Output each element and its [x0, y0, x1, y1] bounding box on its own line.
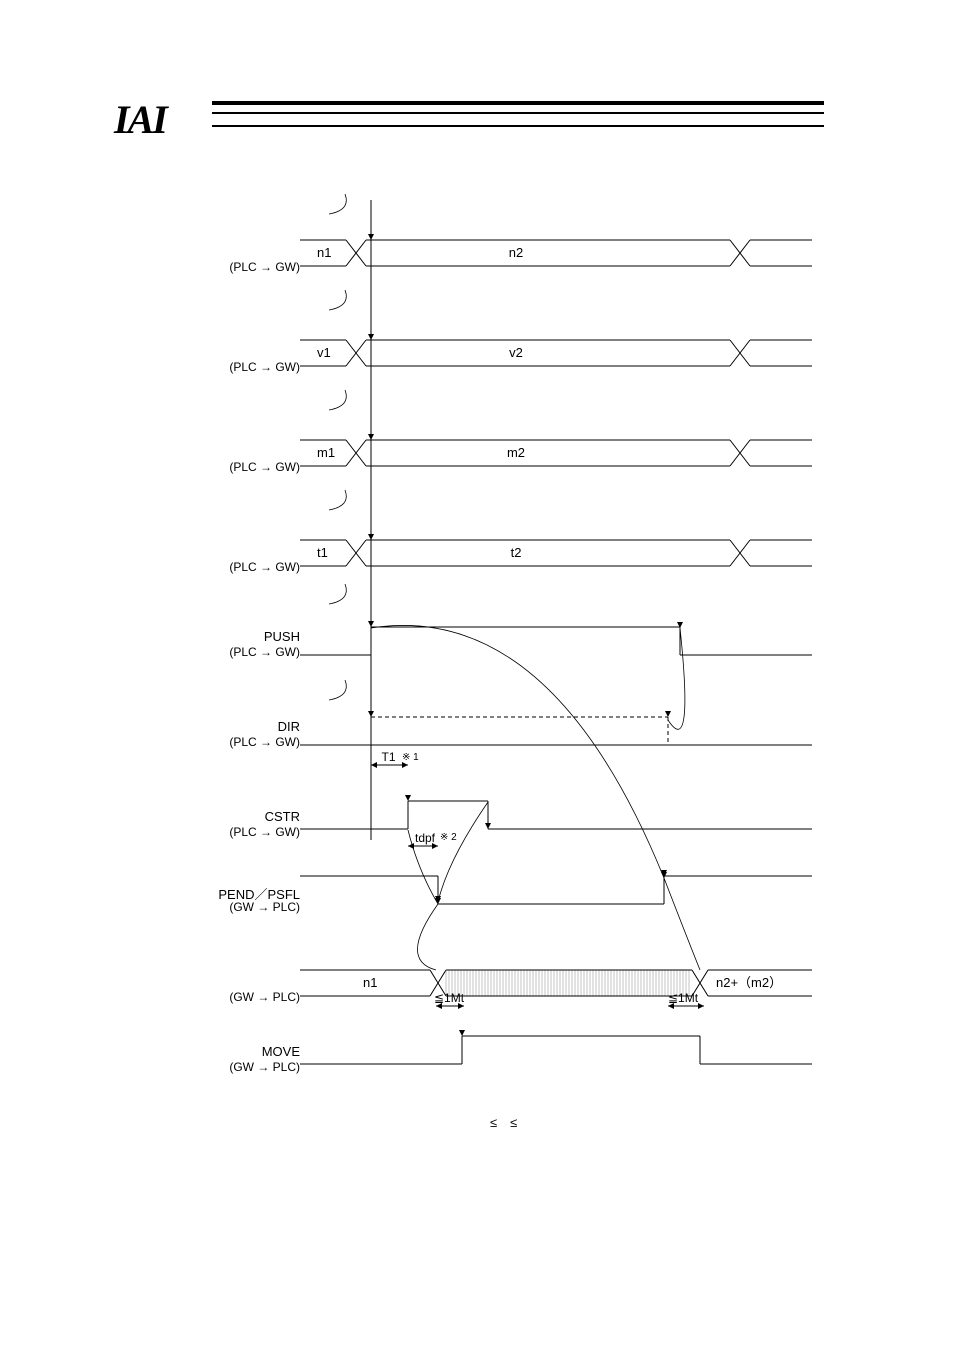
signal-direction: (PLC → GW): [200, 360, 300, 374]
signal-direction: (PLC → GW): [200, 825, 300, 839]
svg-text:m1: m1: [317, 445, 335, 460]
signal-name: CSTR: [200, 809, 300, 824]
svg-text:※ 1: ※ 1: [402, 752, 419, 763]
signal-direction: (GW → PLC): [200, 900, 300, 914]
signal-name: DIR: [200, 719, 300, 734]
svg-text:v1: v1: [317, 345, 331, 360]
signal-direction: (PLC → GW): [200, 560, 300, 574]
svg-text:≦1Mt: ≦1Mt: [668, 991, 699, 1005]
svg-text:n2+（m2）: n2+（m2）: [716, 975, 782, 990]
signal-direction: (GW → PLC): [200, 990, 300, 1004]
svg-text:v2: v2: [509, 345, 523, 360]
svg-text:n1: n1: [363, 975, 377, 990]
signal-direction: (PLC → GW): [200, 460, 300, 474]
signal-name: PUSH: [200, 629, 300, 644]
svg-text:t1: t1: [317, 545, 328, 560]
timing-diagram: n1 n2 v1 v2 m1 m2 t1 t2 n1 n2+（m2） T1 ※ 1 tdpf ※ 2 ≦1M…: [0, 0, 954, 1351]
svg-text:≦1Mt: ≦1Mt: [434, 991, 465, 1005]
signal-name: MOVE: [200, 1044, 300, 1059]
svg-text:T1: T1: [382, 750, 396, 764]
svg-text:tdpf: tdpf: [415, 831, 436, 845]
svg-text:n2: n2: [509, 245, 523, 260]
signal-direction: (PLC → GW): [200, 260, 300, 274]
signal-direction: (PLC → GW): [200, 645, 300, 659]
footer-text: ≤ ≤: [490, 1112, 517, 1131]
signal-direction: (PLC → GW): [200, 735, 300, 749]
svg-text:t2: t2: [511, 545, 522, 560]
svg-text:※ 2: ※ 2: [440, 832, 457, 843]
svg-text:m2: m2: [507, 445, 525, 460]
signal-direction: (GW → PLC): [200, 1060, 300, 1074]
svg-text:n1: n1: [317, 245, 331, 260]
page: IAI n1n2v1v2m1m2t1t2n1n2+（m2）T1※ 1tdpf※ …: [0, 0, 954, 1351]
